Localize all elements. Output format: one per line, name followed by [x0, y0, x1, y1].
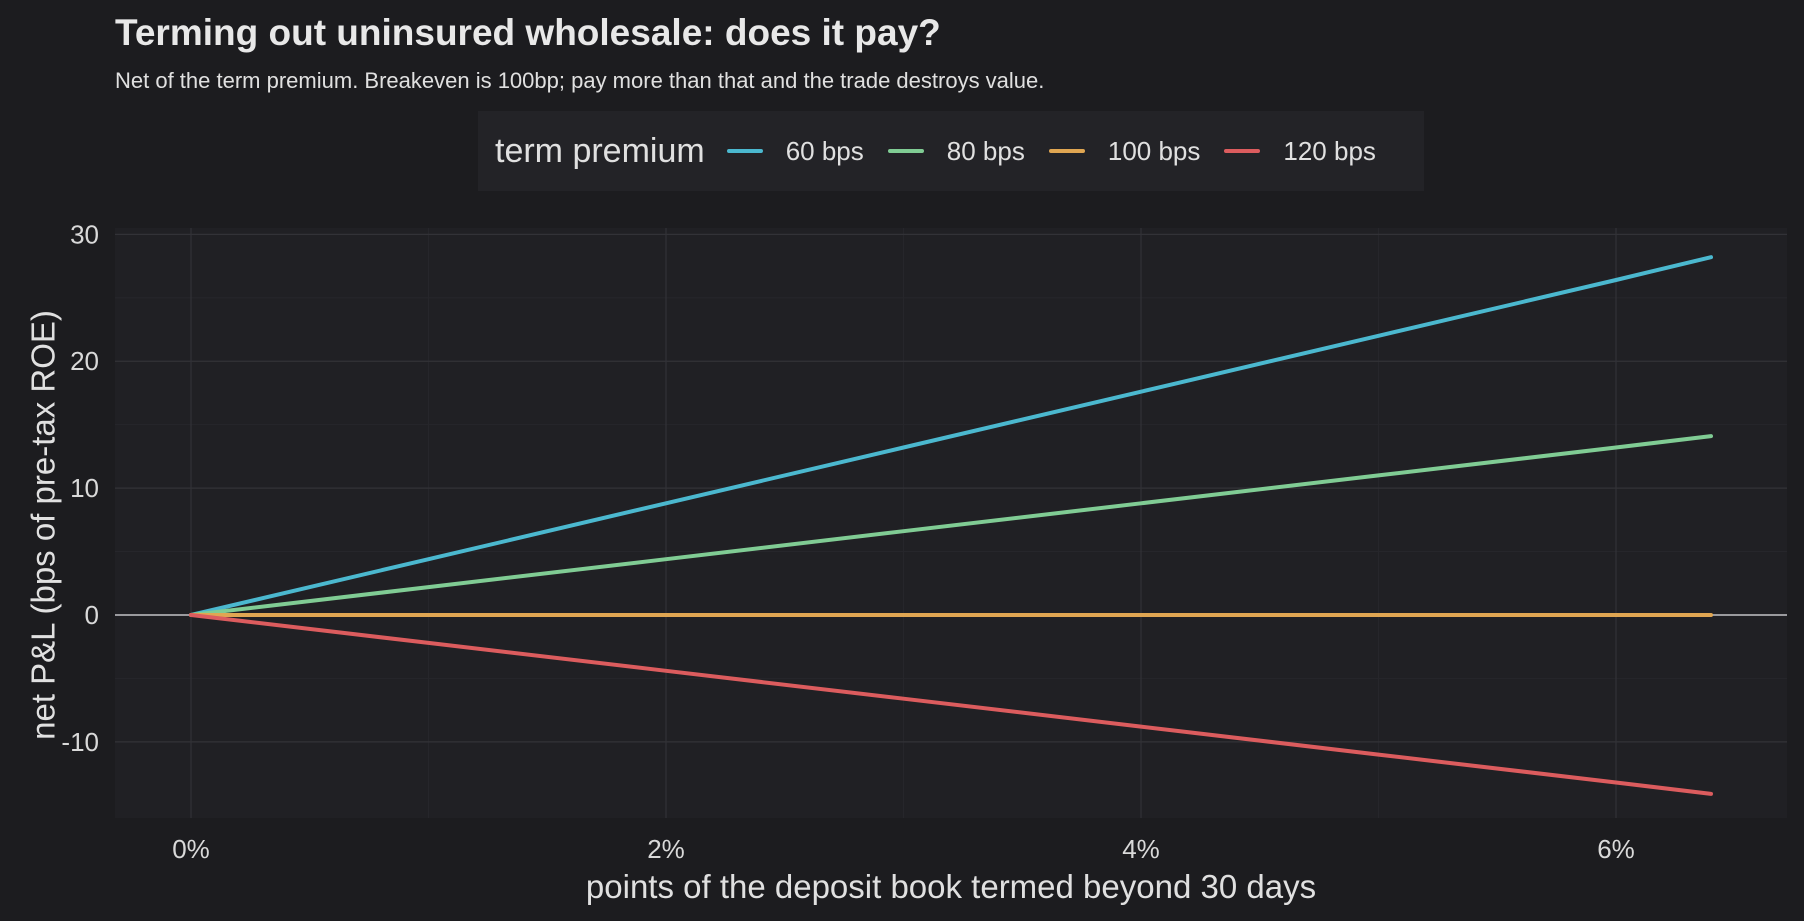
legend-label-100-bps: 100 bps — [1107, 135, 1201, 166]
y-tick-label: 10 — [70, 473, 99, 503]
plot-panel-background — [115, 228, 1787, 818]
chart-title: Terming out uninsured wholesale: does it… — [115, 12, 941, 53]
legend-item-100-bps: 100 bps — [1048, 135, 1201, 167]
legend-swatch-120-bps — [1224, 149, 1261, 153]
y-tick-label: 20 — [70, 346, 99, 376]
legend-label-120-bps: 120 bps — [1283, 135, 1376, 166]
legend-item-80-bps: 80 bps — [887, 135, 1025, 167]
x-tick-label: 2% — [647, 834, 685, 864]
chart-subtitle: Net of the term premium. Breakeven is 10… — [115, 68, 1045, 93]
series-line-80-bps — [189, 434, 1713, 617]
legend-item-120-bps: 120 bps — [1224, 136, 1376, 167]
y-tick-label: 0 — [85, 600, 99, 630]
series-line-60-bps — [189, 255, 1713, 617]
y-axis-title: net P&L (bps of pre-tax ROE) — [25, 310, 62, 740]
legend-swatch-100-bps — [1048, 149, 1085, 153]
grid-layer — [115, 228, 1787, 818]
x-axis-title: points of the deposit book termed beyond… — [586, 868, 1316, 905]
legend: term premium 60 bps 80 bps 100 bps 120 b… — [478, 111, 1424, 191]
legend-item-60-bps: 60 bps — [726, 135, 864, 167]
legend-title: term premium — [495, 131, 705, 170]
legend-swatch-60-bps — [726, 149, 763, 153]
x-tick-label: 4% — [1122, 834, 1160, 864]
series-line-120-bps — [189, 613, 1713, 796]
x-tick-label: 0% — [172, 834, 210, 864]
y-tick-label: 30 — [70, 219, 99, 249]
legend-label-60-bps: 60 bps — [785, 135, 864, 166]
series-layer — [189, 255, 1713, 796]
y-tick-label: -10 — [61, 727, 99, 757]
legend-label-80-bps: 80 bps — [946, 135, 1025, 166]
tick-label-layer: 0% 2% 4% 6% -10 0 10 20 30 — [61, 219, 1634, 864]
x-tick-label: 6% — [1597, 834, 1635, 864]
legend-swatch-80-bps — [887, 149, 924, 153]
